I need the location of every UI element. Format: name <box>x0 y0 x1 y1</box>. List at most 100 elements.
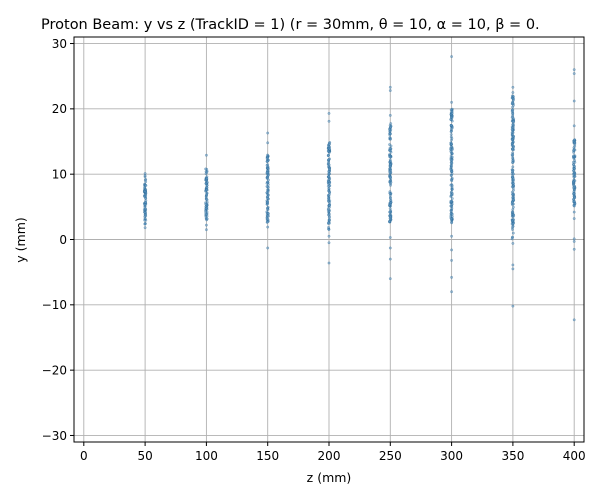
outlier-point <box>511 263 515 267</box>
data-point <box>266 173 270 177</box>
data-point <box>265 181 269 185</box>
outlier-point <box>511 85 515 89</box>
data-point <box>511 228 514 231</box>
data-point <box>511 123 515 127</box>
data-point <box>450 137 454 140</box>
y-tick-label: 10 <box>52 167 67 181</box>
data-point <box>327 189 331 193</box>
data-point <box>572 191 576 195</box>
data-point <box>450 193 453 196</box>
y-axis: −30 −20 −10 0 10 20 30 <box>42 37 74 443</box>
data-point <box>512 198 516 202</box>
data-point <box>449 164 453 168</box>
data-point <box>205 193 209 196</box>
data-point <box>389 180 393 184</box>
outlier-point <box>450 248 453 252</box>
data-point <box>511 105 514 109</box>
data-point <box>265 220 269 224</box>
data-point <box>450 116 454 120</box>
outlier-point <box>450 259 453 262</box>
data-point <box>204 209 208 213</box>
outlier-point <box>327 234 331 238</box>
outlier-point <box>388 257 392 261</box>
y-tick-label: 0 <box>59 233 67 247</box>
outlier-point <box>327 241 331 245</box>
y-tick-label: 30 <box>52 37 67 51</box>
data-point <box>511 170 514 174</box>
data-point <box>326 208 330 212</box>
data-point <box>388 143 391 146</box>
data-point <box>450 172 454 176</box>
data-point <box>265 217 269 221</box>
outlier-point <box>511 91 515 94</box>
data-point <box>326 154 330 158</box>
outlier-point <box>205 223 208 227</box>
data-point <box>573 179 577 183</box>
data-point <box>205 171 209 174</box>
x-tick-label: 300 <box>440 449 463 463</box>
outlier-point <box>572 124 576 128</box>
data-point <box>143 205 147 209</box>
data-point <box>388 201 392 205</box>
data-points <box>142 55 577 322</box>
outlier-point <box>450 290 453 294</box>
data-point <box>510 219 514 223</box>
data-point <box>388 196 392 200</box>
data-point <box>572 154 576 158</box>
data-point <box>326 184 330 188</box>
data-point <box>450 197 454 200</box>
y-tick-label: −20 <box>42 363 67 377</box>
outlier-point <box>572 240 576 243</box>
data-point <box>265 185 269 188</box>
data-point <box>389 137 392 141</box>
data-point <box>510 153 514 157</box>
data-point <box>449 168 453 171</box>
data-point <box>512 205 515 209</box>
data-point <box>511 159 515 163</box>
data-point <box>450 155 454 159</box>
data-point <box>328 203 331 207</box>
data-point <box>388 127 392 131</box>
outlier-point <box>572 217 576 220</box>
y-tick-label: −30 <box>42 429 67 443</box>
data-point <box>512 135 516 138</box>
data-point <box>450 148 454 152</box>
data-point <box>265 210 269 214</box>
outlier-point <box>511 267 515 271</box>
data-point <box>143 195 147 198</box>
outlier-point <box>450 234 453 238</box>
data-point <box>510 138 514 141</box>
data-point <box>327 163 331 167</box>
data-point <box>143 189 147 193</box>
data-point <box>511 224 515 228</box>
data-point <box>511 108 515 112</box>
data-point <box>510 102 514 106</box>
data-point <box>327 142 331 146</box>
data-point <box>327 213 331 216</box>
data-point <box>205 183 209 187</box>
x-axis: 0 50 100 150 200 250 300 350 400 <box>80 442 586 463</box>
outlier-point <box>266 246 270 250</box>
data-point <box>511 196 514 199</box>
outlier-point <box>450 100 453 104</box>
data-point <box>511 144 515 148</box>
outlier-point <box>388 113 392 117</box>
data-point <box>449 127 453 131</box>
data-point <box>204 198 208 201</box>
data-point <box>573 159 577 162</box>
data-point <box>143 178 147 182</box>
data-point <box>449 145 453 149</box>
data-point <box>511 177 515 181</box>
outlier-point <box>327 261 331 265</box>
data-point <box>512 221 515 225</box>
data-point <box>449 130 453 134</box>
data-point <box>327 218 331 222</box>
outlier-point <box>205 153 208 157</box>
data-point <box>388 163 392 167</box>
x-tick-label: 250 <box>379 449 402 463</box>
data-point <box>388 220 391 224</box>
outlier-point <box>143 172 147 175</box>
outlier-point <box>327 112 331 115</box>
data-point <box>450 212 454 216</box>
